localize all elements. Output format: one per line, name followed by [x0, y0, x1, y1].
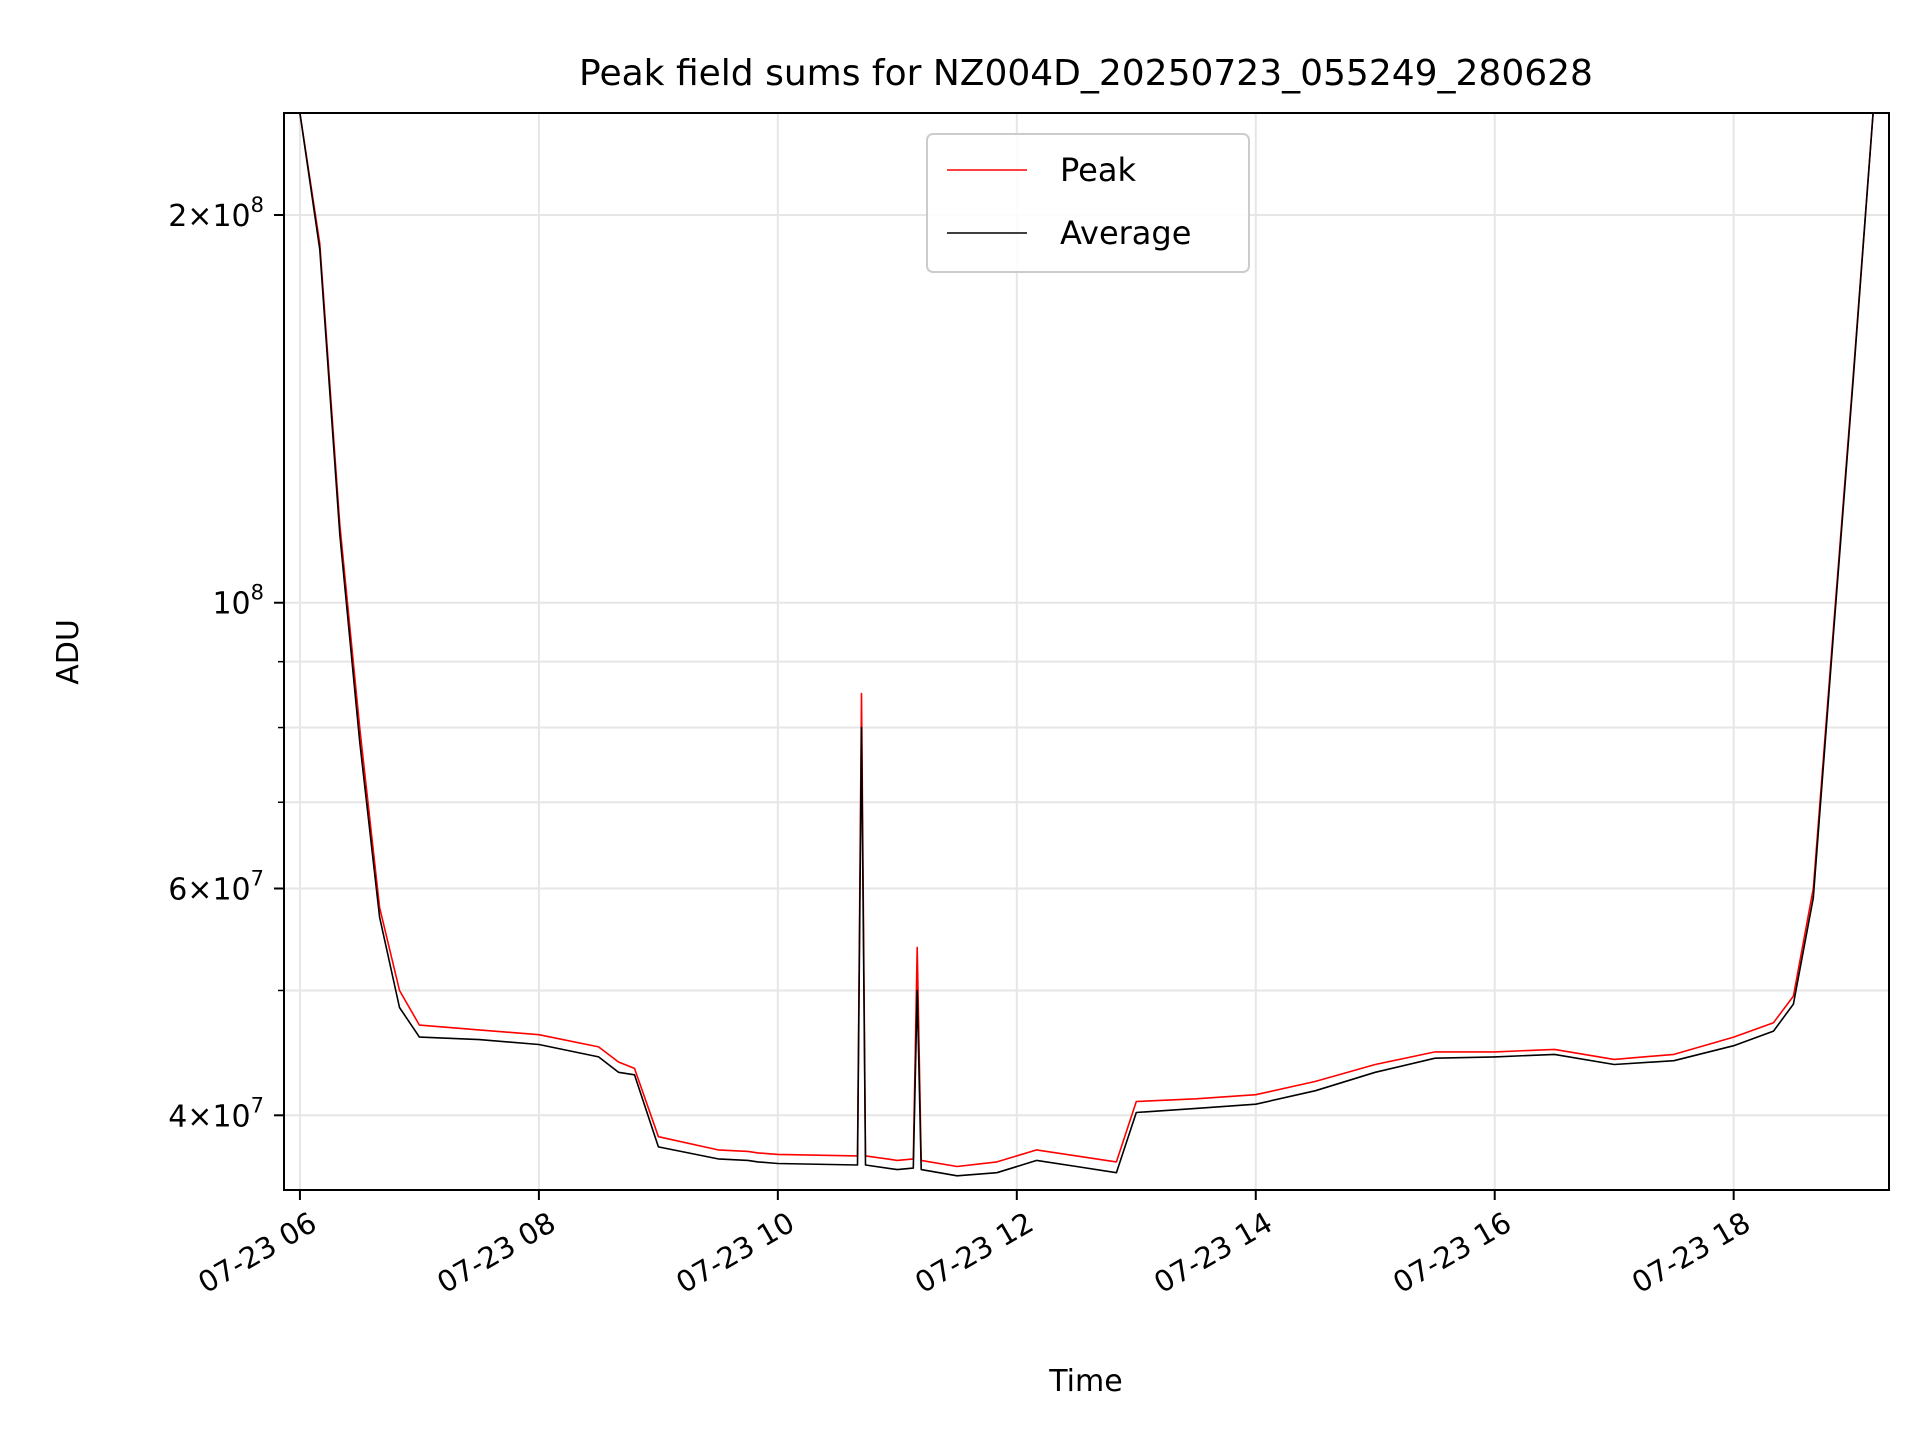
- plot-area: [284, 113, 1889, 1177]
- series-line-average: [284, 113, 1889, 1177]
- y-tick-label: 2×108: [168, 193, 264, 234]
- y-tick-label: 6×107: [168, 866, 264, 907]
- legend-label-peak: Peak: [1060, 151, 1136, 189]
- axes-frame: [283, 112, 1890, 1191]
- legend-box: [926, 133, 1250, 273]
- y-axis-label: ADU: [51, 619, 86, 685]
- x-axis-label: Time: [1048, 1364, 1122, 1399]
- chart-title: Peak field sums for NZ004D_20250723_0552…: [579, 53, 1593, 94]
- legend: Peak Average: [926, 133, 1250, 273]
- y-tick-label: 4×107: [168, 1093, 264, 1134]
- legend-label-average: Average: [1060, 214, 1191, 252]
- y-tick-label: 108: [212, 581, 264, 622]
- y-axis-ticks: 4×107 6×107 108 2×108: [168, 193, 284, 1134]
